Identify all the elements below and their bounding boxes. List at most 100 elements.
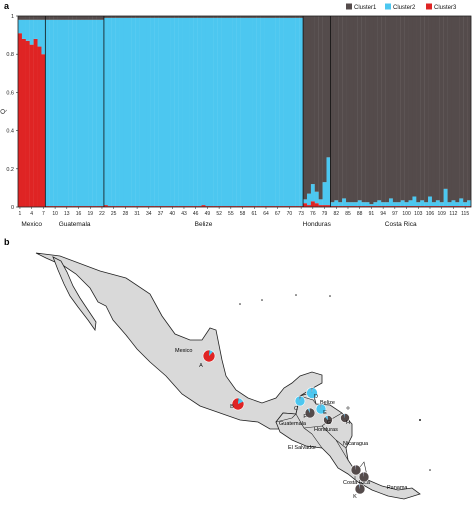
bar-segment-cluster3 [26, 41, 30, 207]
x-tick-label: 82 [333, 211, 339, 217]
bar-segment-cluster2 [405, 202, 409, 206]
group-label: Belize [195, 221, 213, 228]
site-label: K [353, 494, 357, 500]
bar-segment-cluster2 [358, 200, 362, 206]
bar-segment-cluster1 [84, 16, 88, 20]
y-axis-label: Q [0, 109, 7, 114]
x-tick-label: 28 [123, 211, 129, 217]
x-tick-label: 76 [310, 211, 316, 217]
bar-segment-cluster2 [108, 18, 112, 206]
bar-segment-cluster1 [334, 16, 338, 200]
x-tick-label: 4 [30, 211, 33, 217]
x-tick-label: 109 [438, 211, 447, 217]
island [329, 295, 331, 297]
bar-segment-cluster1 [65, 16, 69, 20]
bar-segment-cluster2 [104, 18, 108, 205]
bar-segment-cluster1 [412, 16, 416, 197]
bar-segment-cluster2 [416, 202, 420, 206]
country-label-guatemala: Guatemala [279, 421, 307, 427]
bar-segment-cluster2 [428, 197, 432, 207]
site-label: B [230, 404, 234, 410]
bar-segment-cluster2 [131, 18, 135, 206]
bar-segment-cluster2 [342, 198, 346, 206]
bar-segment-cluster2 [248, 18, 252, 206]
bar-segment-cluster2 [459, 198, 463, 206]
bar-segment-cluster1 [463, 16, 467, 202]
group-label: Guatemala [59, 221, 91, 228]
bar-segment-cluster1 [389, 16, 393, 198]
x-tick-label: 43 [181, 211, 187, 217]
bar-segment-cluster2 [381, 202, 385, 206]
bar-segment-cluster3 [18, 33, 22, 207]
bar-segment-cluster2 [202, 18, 206, 205]
bar-segment-cluster1 [366, 16, 370, 202]
x-tick-label: 55 [228, 211, 234, 217]
bar-segment-cluster2 [221, 18, 225, 206]
bar-segment-cluster1 [428, 16, 432, 197]
bar-segment-cluster2 [362, 202, 366, 206]
x-tick-label: 37 [158, 211, 164, 217]
bar-segment-cluster2 [256, 18, 260, 206]
bar-segment-cluster2 [209, 18, 213, 206]
x-tick-label: 34 [146, 211, 152, 217]
bar-segment-cluster3 [30, 45, 34, 207]
bar-segment-cluster1 [448, 16, 452, 202]
legend-label: Cluster1 [354, 5, 377, 11]
bar-segment-cluster1 [96, 16, 100, 20]
bar-segment-cluster1 [69, 16, 73, 20]
bar-segment-cluster2 [18, 20, 22, 33]
bar-segment-cluster2 [245, 18, 249, 206]
island [419, 419, 421, 421]
bar-segment-cluster2 [338, 202, 342, 206]
y-tick-label: 0.4 [6, 129, 14, 135]
x-tick-label: 115 [461, 211, 469, 217]
bar-segment-cluster2 [198, 18, 202, 206]
y-tick-label: 0.6 [6, 90, 14, 96]
island [429, 469, 431, 471]
bar-segment-cluster2 [307, 194, 311, 205]
bar-segment-cluster1 [100, 16, 104, 20]
legend-label: Cluster3 [434, 5, 457, 11]
bar-segment-cluster2 [420, 200, 424, 206]
bar-segment-cluster2 [213, 18, 217, 206]
bar-segment-cluster2 [319, 199, 323, 205]
bar-segment-cluster2 [393, 202, 397, 206]
bar-segment-cluster2 [174, 18, 178, 206]
bar-segment-cluster2 [123, 18, 127, 206]
bar-segment-cluster2 [229, 18, 233, 206]
bar-segment-cluster1 [34, 16, 38, 20]
bar-segment-cluster3 [34, 39, 38, 207]
bar-segment-cluster2 [162, 18, 166, 206]
y-tick-label: 1 [11, 14, 14, 20]
bar-segment-cluster2 [315, 192, 319, 203]
bar-segment-cluster1 [92, 16, 96, 20]
x-tick-label: 67 [275, 211, 281, 217]
bar-segment-cluster2 [448, 202, 452, 206]
bar-segment-cluster3 [315, 203, 319, 207]
bar-segment-cluster1 [319, 16, 323, 199]
bar-segment-cluster1 [451, 16, 455, 200]
bar-segment-cluster2 [299, 18, 303, 206]
bar-segment-cluster1 [311, 16, 315, 184]
group-label: Mexico [21, 221, 42, 228]
bar-segment-cluster2 [135, 18, 139, 206]
bar-segment-cluster2 [100, 20, 104, 206]
bar-segment-cluster1 [327, 16, 331, 157]
bar-segment-cluster2 [237, 18, 241, 206]
x-tick-label: 88 [357, 211, 363, 217]
bar-segment-cluster1 [416, 16, 420, 202]
bar-segment-cluster1 [424, 16, 428, 202]
bar-segment-cluster2 [80, 20, 84, 206]
bar-segment-cluster1 [22, 16, 26, 20]
bar-segment-cluster2 [467, 200, 471, 206]
x-tick-label: 64 [263, 211, 269, 217]
bar-segment-cluster1 [369, 16, 373, 204]
y-axis: 00.20.40.60.81Q [0, 14, 18, 211]
bar-segment-cluster2 [73, 20, 77, 206]
island [295, 294, 297, 296]
x-tick-label: 25 [111, 211, 117, 217]
site-label: A [199, 363, 203, 369]
